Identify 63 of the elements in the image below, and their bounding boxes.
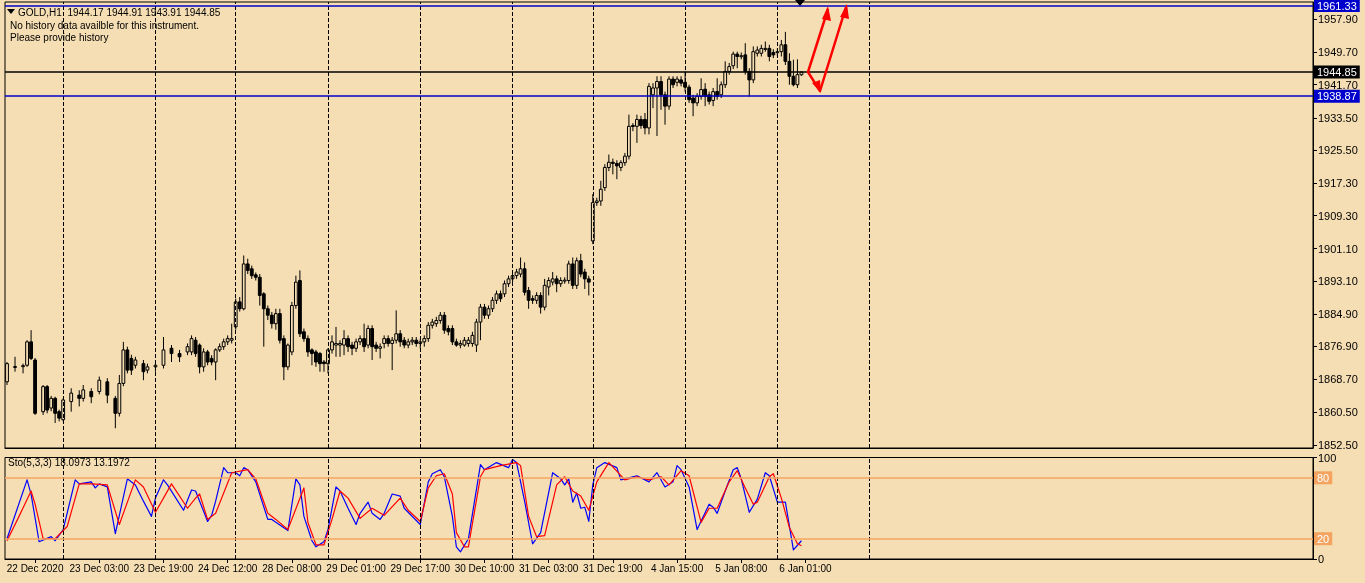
- y-tick-label: 100: [1318, 451, 1337, 464]
- y-tick-label: 1917.30: [1318, 177, 1358, 190]
- y-tick-label: 1868.70: [1318, 373, 1358, 386]
- x-tick-label: 22 Dec 2020: [6, 562, 64, 574]
- candlestick: [378, 342, 383, 359]
- ref-line-label: 1944.85: [1317, 66, 1357, 79]
- x-tick-label: 23 Dec 19:00: [133, 562, 194, 574]
- x-tick-label: 28 Dec 08:00: [262, 562, 323, 574]
- candlestick: [635, 114, 639, 144]
- y-tick-label: 1860.50: [1318, 406, 1358, 419]
- candlestick: [610, 158, 615, 175]
- candlestick: [69, 387, 74, 413]
- x-tick-label: 23 Dec 03:00: [69, 562, 130, 574]
- candlestick: [426, 321, 431, 343]
- candlestick: [655, 75, 659, 137]
- x-tick-label: 30 Dec 10:00: [454, 562, 515, 574]
- ref-line-label: 1961.33: [1317, 0, 1357, 12]
- x-tick-label: 5 Jan 08:00: [715, 562, 768, 574]
- candlestick: [614, 159, 619, 180]
- y-tick-label: 1933.50: [1318, 111, 1358, 124]
- x-tick-label: 31 Dec 03:00: [518, 562, 579, 574]
- y-tick-label: 0: [1318, 553, 1325, 565]
- y-tick-label: 1852.50: [1318, 438, 1358, 451]
- ref-line-label: 20: [1317, 532, 1330, 545]
- candlestick: [390, 336, 395, 371]
- chart-title: Sto(5,3,3) 18.0973 13.1972: [8, 456, 131, 468]
- y-tick-label: 1957.90: [1318, 13, 1358, 26]
- y-tick-label: 1901.10: [1318, 242, 1358, 255]
- x-tick-label: 31 Dec 19:00: [583, 562, 644, 574]
- y-tick-label: 1893.10: [1318, 274, 1358, 287]
- candlestick: [586, 275, 591, 296]
- x-tick-label: 4 Jan 15:00: [650, 562, 704, 574]
- candlestick: [318, 351, 322, 373]
- candlestick: [201, 347, 206, 373]
- candlestick: [370, 324, 375, 361]
- x-tick-label: 29 Dec 01:00: [326, 562, 387, 574]
- candlestick: [161, 336, 166, 369]
- candlestick: [342, 329, 346, 356]
- candlestick: [675, 75, 679, 87]
- x-tick-label: 6 Jan 01:00: [779, 562, 833, 574]
- candlestick: [570, 256, 575, 290]
- candlestick: [105, 377, 110, 404]
- y-tick-label: 1876.90: [1318, 340, 1358, 353]
- chart-title: GOLD,H1 1944.17 1944.91 1943.91 1944.85: [18, 6, 221, 18]
- candlestick: [346, 334, 350, 353]
- x-tick-label: 24 Dec 12:00: [197, 562, 258, 574]
- ref-line-label: 1938.87: [1317, 90, 1357, 103]
- ref-line-label: 80: [1317, 471, 1330, 484]
- candlestick: [362, 323, 366, 353]
- annotation: No history data availble for this instrument.: [10, 19, 199, 31]
- candlestick: [197, 342, 202, 374]
- candlestick: [542, 278, 547, 311]
- y-tick-label: 1925.50: [1318, 144, 1358, 157]
- candlestick: [366, 324, 371, 349]
- candlestick: [13, 356, 17, 373]
- y-tick-label: 1949.70: [1318, 46, 1358, 59]
- y-tick-label: 1909.30: [1318, 209, 1358, 222]
- y-tick-label: 1941.70: [1318, 78, 1358, 91]
- y-tick-label: 1884.90: [1318, 308, 1358, 320]
- candlestick: [338, 339, 342, 358]
- candlestick: [639, 115, 643, 130]
- x-tick-label: 29 Dec 17:00: [390, 562, 451, 574]
- candlestick: [334, 326, 338, 358]
